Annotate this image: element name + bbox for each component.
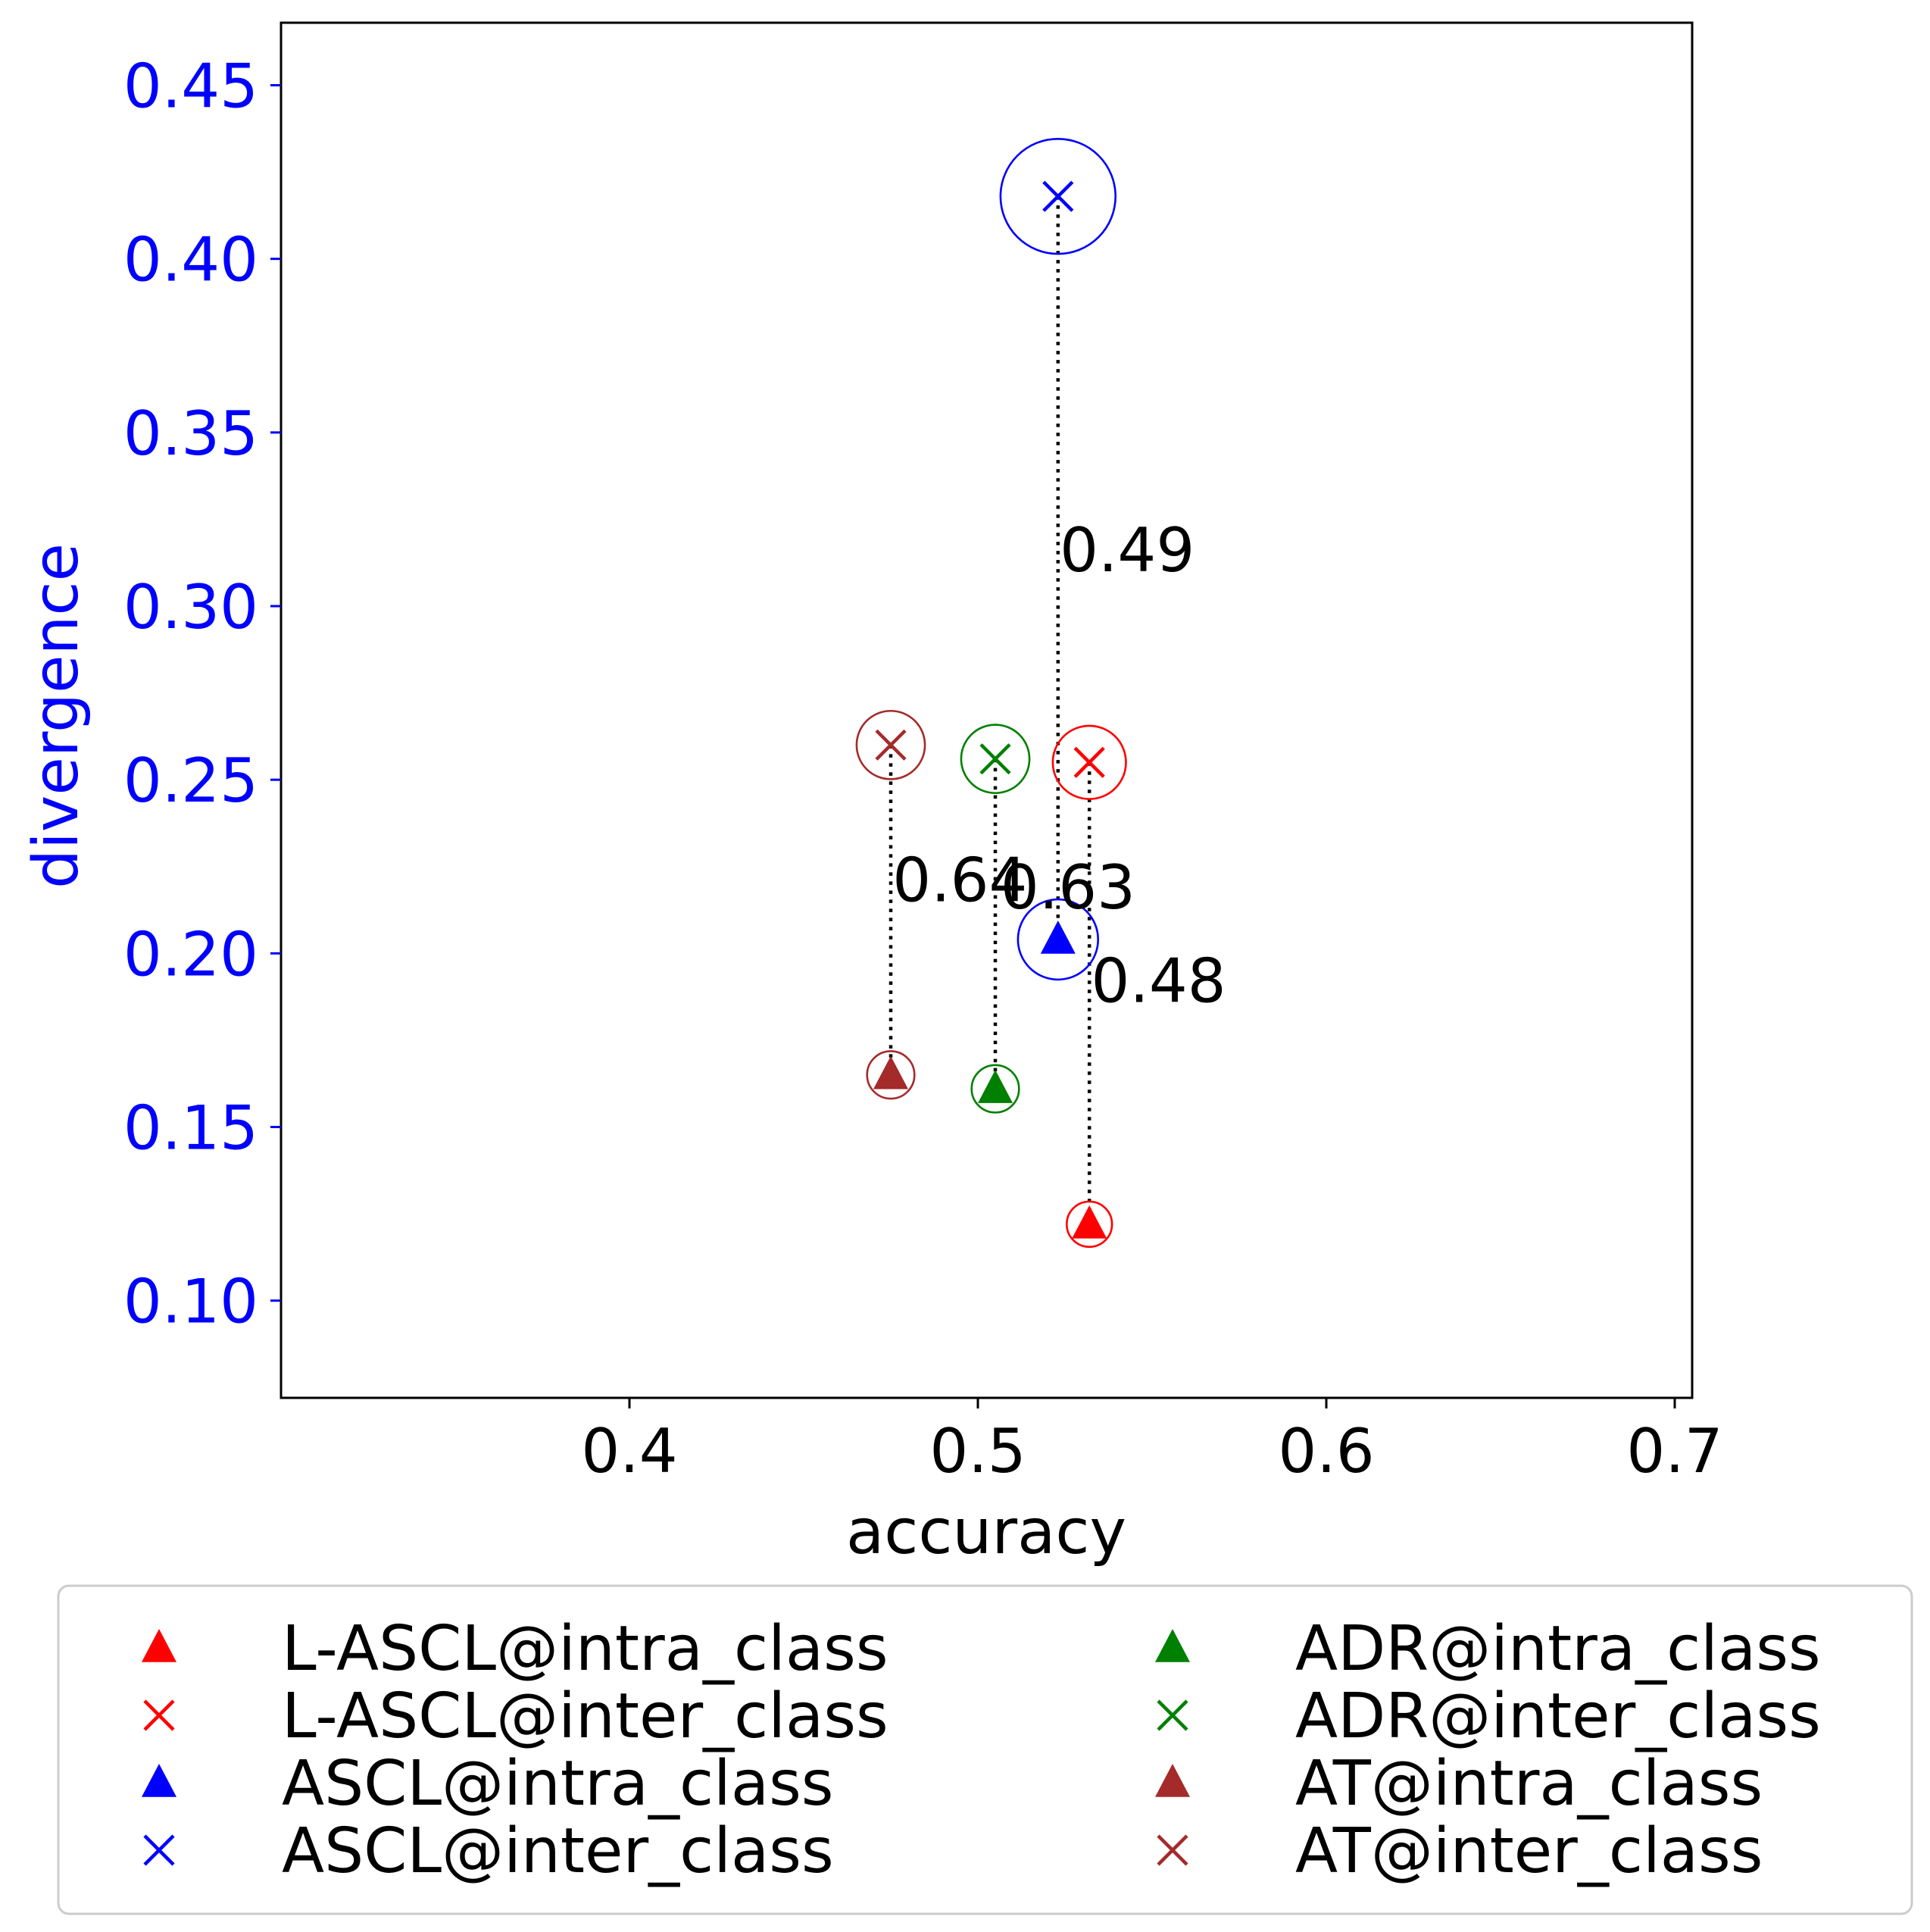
y-tick-label: 0.10 xyxy=(123,1267,258,1337)
legend-marker-at-intra-class xyxy=(1155,1764,1190,1797)
legend-item-at-intra-class: AT@intra_class xyxy=(1155,1748,1763,1820)
data-label-at: 0.64 xyxy=(892,846,1027,916)
data-markers xyxy=(873,180,1107,1239)
legend-frame xyxy=(57,1584,1913,1915)
x-axis-label: accuracy xyxy=(846,1496,1126,1568)
legend-label: ASCL@inter_class xyxy=(282,1815,834,1887)
spread-circle-at-inter-class xyxy=(855,709,926,780)
data-labels: 0.49 0.48 0.630.64 xyxy=(892,515,1226,1016)
y-tick-label: 0.20 xyxy=(123,919,258,989)
legend-item-ascl-intra-class: ASCL@intra_class xyxy=(142,1748,834,1820)
y-tick-label: 0.40 xyxy=(123,225,258,295)
x-tick-label: 0.6 xyxy=(1278,1416,1374,1487)
legend-items: L-ASCL@intra_classL-ASCL@inter_classASCL… xyxy=(142,1613,1821,1887)
y-tick-label: 0.45 xyxy=(123,52,258,122)
spread-circle-ascl-intra-class xyxy=(1017,898,1100,981)
legend-marker-l-ascl-intra-class xyxy=(142,1629,176,1662)
legend-marker-adr-inter-class xyxy=(1157,1699,1188,1731)
legend-label: L-ASCL@inter_class xyxy=(282,1680,888,1752)
point-at-intra-class xyxy=(873,1055,908,1089)
legend-label: L-ASCL@intra_class xyxy=(282,1613,888,1685)
y-axis-label: divergence xyxy=(20,543,92,889)
point-ascl-inter-class xyxy=(1042,180,1074,212)
data-label-ascl: 0.49 xyxy=(1060,515,1195,586)
spread-circle-l-ascl-intra-class xyxy=(1065,1200,1113,1249)
y-tick-label: 0.30 xyxy=(123,572,258,642)
legend-marker-l-ascl-inter-class xyxy=(143,1699,175,1731)
legend-label: ASCL@intra_class xyxy=(282,1748,834,1820)
legend-marker-at-inter-class xyxy=(1157,1834,1188,1866)
legend-label: AT@intra_class xyxy=(1295,1748,1763,1820)
point-l-ascl-intra-class xyxy=(1072,1205,1107,1239)
y-axis: 0.10 0.15 0.20 0.25 0.30 0.35 0.40 0.45 xyxy=(123,52,281,1337)
point-adr-inter-class xyxy=(979,743,1011,775)
spread-circles xyxy=(855,137,1127,1249)
legend-item-at-inter-class: AT@inter_class xyxy=(1157,1815,1763,1887)
y-tick-label: 0.35 xyxy=(123,399,258,469)
legend: L-ASCL@intra_classL-ASCL@inter_classASCL… xyxy=(57,1584,1913,1915)
legend-item-l-ascl-inter-class: L-ASCL@inter_class xyxy=(143,1680,888,1752)
legend-item-ascl-inter-class: ASCL@inter_class xyxy=(143,1815,834,1887)
spread-circle-l-ascl-inter-class xyxy=(1051,724,1127,800)
connection-lines xyxy=(888,196,1091,1224)
point-at-inter-class xyxy=(875,729,907,761)
point-adr-intra-class xyxy=(978,1070,1013,1103)
legend-item-adr-intra-class: ADR@intra_class xyxy=(1155,1613,1821,1685)
x-tick-label: 0.7 xyxy=(1626,1416,1722,1487)
spread-circle-adr-inter-class xyxy=(960,724,1031,795)
legend-marker-adr-intra-class xyxy=(1155,1629,1190,1662)
point-ascl-intra-class xyxy=(1040,921,1076,954)
x-tick-label: 0.4 xyxy=(581,1416,677,1487)
point-l-ascl-inter-class xyxy=(1073,746,1105,778)
legend-label: AT@inter_class xyxy=(1295,1815,1763,1887)
spread-circle-at-intra-class xyxy=(866,1050,916,1100)
data-label-l-ascl: 0.48 xyxy=(1091,946,1226,1017)
spread-circle-adr-intra-class xyxy=(970,1064,1020,1114)
legend-marker-ascl-inter-class xyxy=(143,1834,175,1866)
x-axis: 0.4 0.5 0.6 0.7 xyxy=(581,1398,1723,1487)
plot-area xyxy=(280,21,1694,1399)
y-tick-label: 0.15 xyxy=(123,1093,258,1164)
y-tick-label: 0.25 xyxy=(123,746,258,816)
spread-circle-ascl-inter-class xyxy=(999,137,1117,255)
legend-marker-ascl-intra-class xyxy=(142,1764,176,1797)
data-label-adr: 0.63 xyxy=(1001,852,1135,923)
legend-item-l-ascl-intra-class: L-ASCL@intra_class xyxy=(142,1613,888,1685)
legend-label: ADR@inter_class xyxy=(1295,1680,1821,1752)
legend-label: ADR@intra_class xyxy=(1295,1613,1821,1685)
legend-item-adr-inter-class: ADR@inter_class xyxy=(1157,1680,1821,1752)
x-tick-label: 0.5 xyxy=(929,1416,1026,1487)
